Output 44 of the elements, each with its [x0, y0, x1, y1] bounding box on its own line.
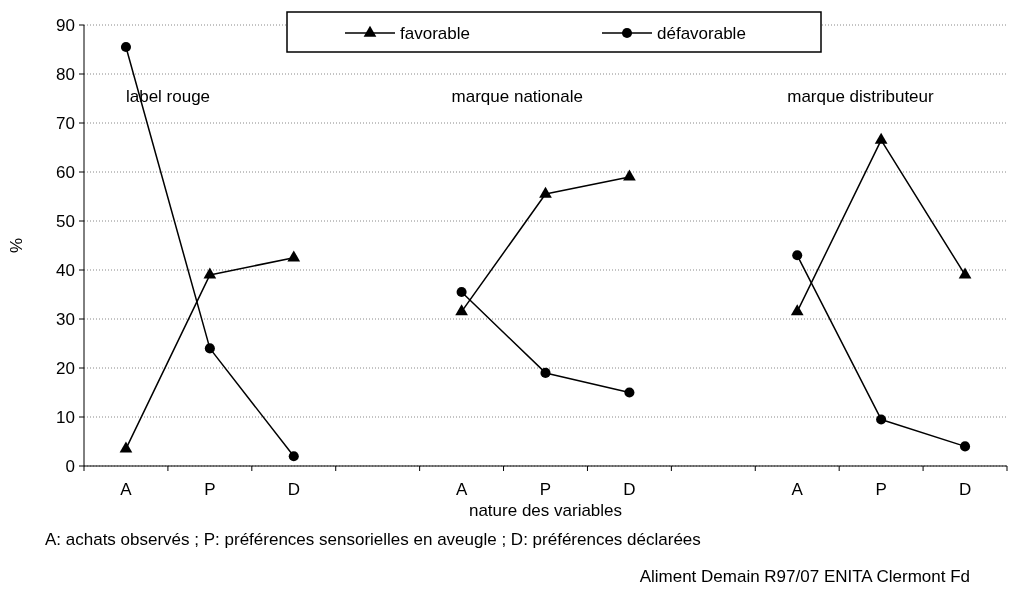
x-tick-label: P [204, 480, 216, 499]
y-tick-label: 10 [56, 407, 75, 427]
x-tick-label: D [287, 480, 300, 499]
y-axis-title: % [7, 237, 26, 254]
y-tick-label: 30 [56, 309, 75, 329]
point [623, 169, 636, 181]
point [287, 250, 301, 262]
y-tick-label: 0 [65, 456, 75, 476]
point [204, 343, 215, 354]
annotation: marque distributeur [787, 87, 935, 107]
point [958, 267, 972, 279]
x-tick-label: A [120, 480, 133, 499]
legend-label: défavorable [657, 23, 746, 43]
point [874, 132, 888, 144]
y-tick-label: 90 [56, 15, 75, 35]
x-axis-title: nature des variables [468, 501, 623, 520]
x-tick-label: A [791, 480, 804, 499]
y-tick-label: 80 [56, 64, 75, 84]
y-tick-label: 40 [56, 260, 75, 280]
point [876, 414, 887, 425]
y-tick-label: 50 [56, 211, 75, 231]
point [288, 451, 299, 462]
x-tick-label: A [455, 480, 468, 499]
point [455, 304, 468, 316]
y-tick-label: 60 [56, 162, 75, 182]
legend-label: favorable [400, 23, 470, 43]
x-tick-label: D [623, 480, 636, 499]
x-tick-label: P [539, 480, 552, 499]
text: A: achats observés ; P: préférences sensorielles en aveugle ; D: préférences déclarées [45, 530, 701, 549]
point [456, 287, 467, 298]
point [203, 267, 217, 279]
x-tick-label: P [875, 480, 887, 499]
y-tick-label: 20 [56, 358, 75, 378]
annotation: marque nationale [451, 87, 583, 107]
x-tick-label: D [958, 480, 972, 499]
y-tick-label: 70 [56, 113, 75, 133]
point [960, 441, 971, 452]
point [790, 304, 804, 316]
point [792, 250, 803, 261]
point [624, 387, 635, 398]
text: Aliment Demain R97/07 ENITA Clermont Fd [639, 567, 970, 586]
point [539, 186, 552, 198]
point [119, 441, 133, 453]
point [540, 367, 551, 378]
